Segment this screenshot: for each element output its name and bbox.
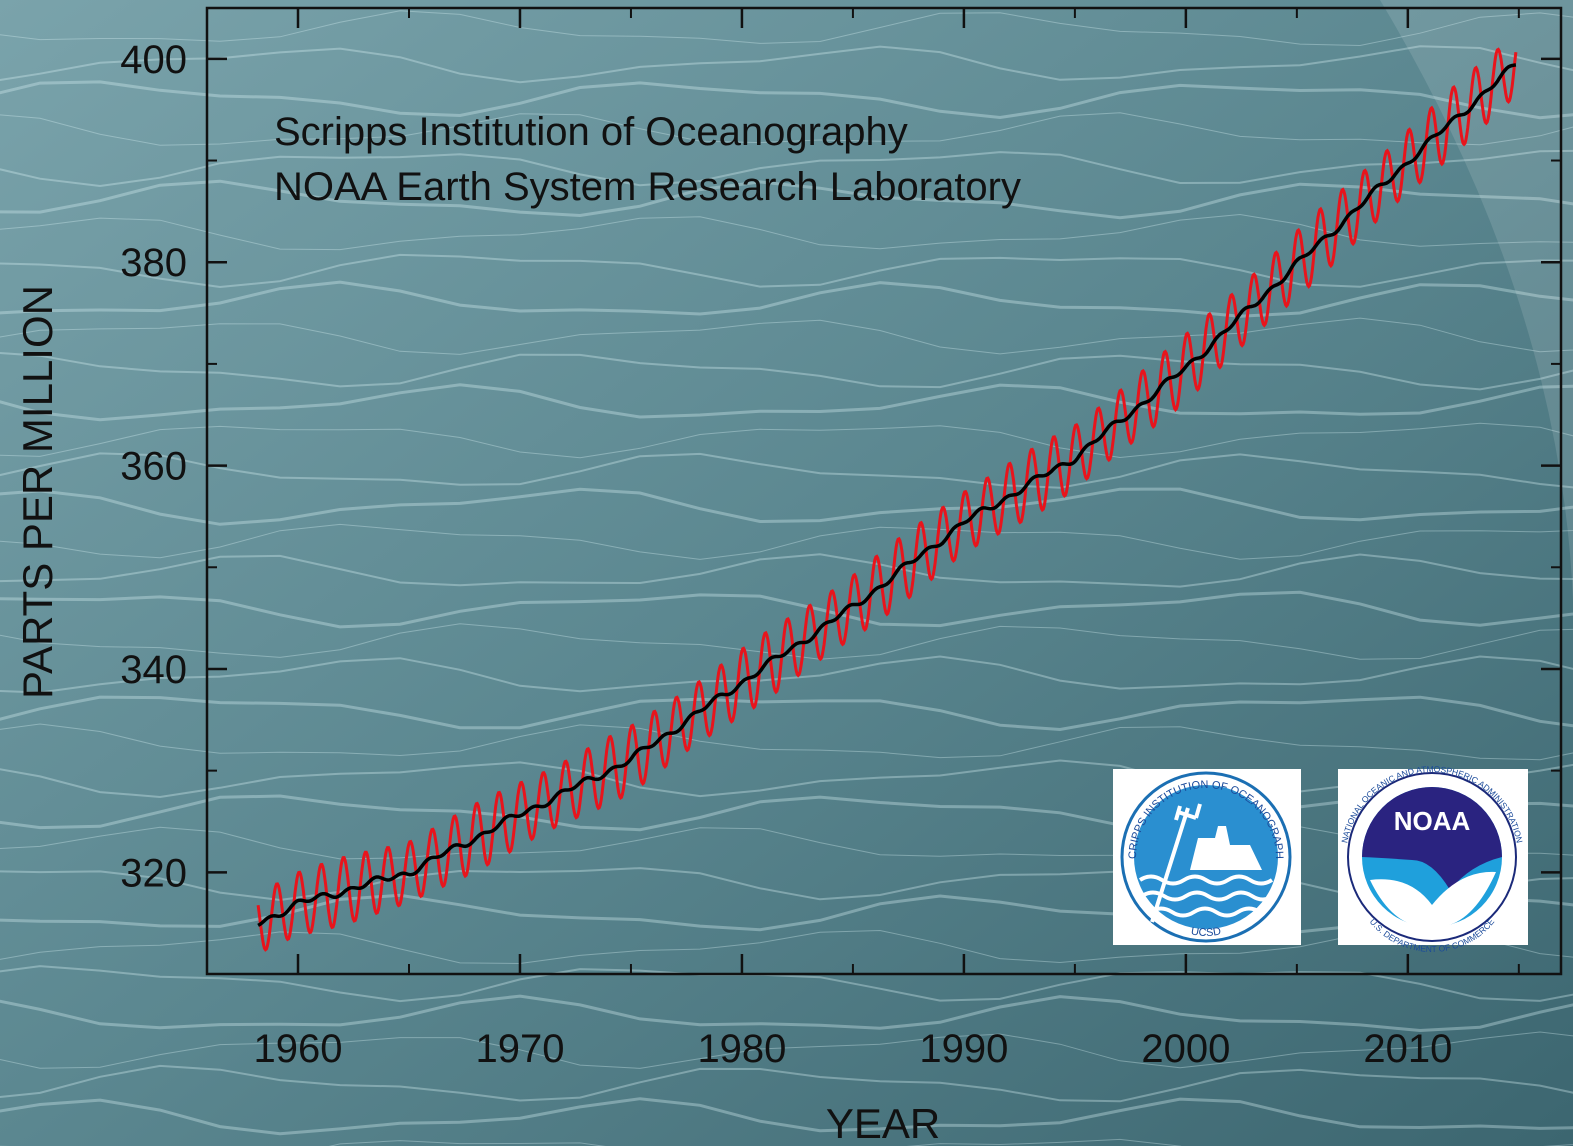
ripple-line: [0, 352, 1573, 391]
ripple-line: [0, 826, 1573, 860]
ripple-line: [0, 112, 1573, 146]
trident-icon: [1150, 803, 1202, 923]
seasonal-co2-line: [256, 47, 1518, 952]
annotation-scripps: Scripps Institution of Oceanography: [274, 110, 908, 154]
ripple-line: [0, 45, 1573, 84]
x-axis-title: YEAR: [826, 1100, 940, 1146]
ripple-line: [0, 317, 1573, 355]
ripple-line: [0, 487, 1573, 526]
ripple-line: [0, 253, 1573, 289]
ripple-line: [0, 553, 1573, 588]
ripple-line: [0, 695, 1573, 732]
noaa-sky-shape: [1362, 787, 1502, 890]
ripple-line: [0, 280, 1573, 318]
y-tick-label: 320: [120, 851, 187, 895]
y-tick-label: 340: [120, 648, 187, 692]
ripple-line: [0, 864, 1573, 902]
annotation-noaa: NOAA Earth System Research Laboratory: [274, 165, 1021, 209]
ripple-line: [0, 794, 1573, 834]
ripple-line: [0, 213, 1573, 251]
wave-icon: [1138, 874, 1276, 918]
plot-frame: [205, 6, 1563, 976]
light-glare: [1380, 0, 1573, 600]
ripple-line: [0, 893, 1573, 934]
x-tick-label: 1960: [254, 1027, 343, 1071]
ripple-line: [0, 179, 1573, 220]
ripple-line: [0, 1031, 1573, 1069]
x-tick-label: 1970: [475, 1027, 564, 1071]
y-tick-label: 400: [120, 38, 187, 82]
ripple-line: [0, 590, 1573, 629]
ripple-line: [0, 80, 1573, 120]
scripps-logo-bottom-text: UCSD: [1190, 925, 1222, 939]
x-tick-label: 2010: [1363, 1027, 1452, 1071]
ripple-line: [0, 723, 1573, 761]
noaa-gull-icon: [1370, 871, 1496, 928]
x-tick-label: 1980: [697, 1027, 786, 1071]
ripple-line: [0, 149, 1573, 188]
noaa-logo: NOAA NATIONAL OCEANIC AND ATMOSPHERIC AD…: [1338, 764, 1528, 954]
y-axis-title: PARTS PER MILLION: [14, 285, 61, 699]
x-tick-label: 1990: [919, 1027, 1008, 1071]
ripple-line: [0, 383, 1573, 422]
ripple-line: [0, 1097, 1573, 1136]
y-axis-ticks: 320 340 360 380 400: [120, 38, 1561, 975]
ripple-line: [0, 927, 1573, 965]
ripple-line: [0, 523, 1573, 560]
ripple-line: [0, 452, 1573, 489]
ripple-line: [0, 759, 1573, 799]
ripple-line: [0, 623, 1573, 660]
ripple-line: [0, 10, 1573, 47]
trend-co2-line: [257, 63, 1517, 927]
noaa-logo-text: NOAA: [1394, 806, 1471, 836]
y-tick-label: 360: [120, 445, 187, 489]
x-tick-label: 2000: [1141, 1027, 1230, 1071]
y-tick-label: 380: [120, 241, 187, 285]
ripple-line: [0, 994, 1573, 1033]
ripple-line: [0, 1064, 1573, 1103]
x-axis-ticks: 1960 1970 1980 1990 2000 2010: [254, 8, 1520, 1071]
ship-icon: [1190, 826, 1262, 870]
ripple-line: [0, 422, 1573, 459]
water-ripples: [0, 10, 1573, 1146]
